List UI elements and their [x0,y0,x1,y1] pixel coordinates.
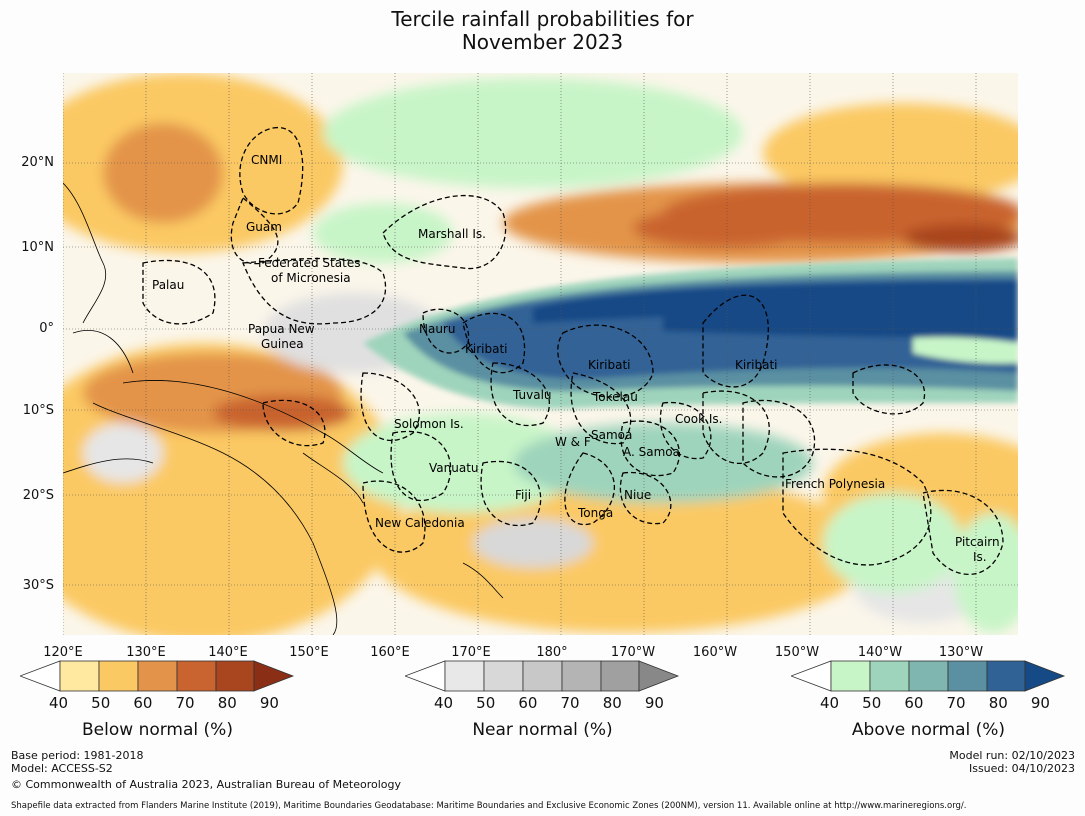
tick: 70 [175,694,195,712]
label-fiji: Fiji [515,488,531,502]
lon-label: 160°W [692,645,738,660]
lon-label: 140°E [208,645,248,660]
lon-label: 150°W [774,645,820,660]
colorbar-above-title: Above normal (%) [851,720,1006,740]
lat-label: 10°N [21,240,54,255]
tick: 90 [259,694,279,712]
lon-label: 150°E [289,645,329,660]
label-guam: Guam [246,220,282,234]
label-french-polynesia: French Polynesia [785,477,885,491]
label-new-caledonia: New Caledonia [375,516,465,530]
lon-label: 170°W [610,645,656,660]
colorbar-above-ticks: 40 50 60 70 80 90 [820,694,1050,712]
lat-label: 20°S [22,488,54,503]
model-name: Model: ACCESS-S2 [11,762,113,775]
colorbar-below-title: Below normal (%) [82,720,233,740]
copyright: © Commonwealth of Australia 2023, Austra… [11,778,401,791]
rainfall-probability-map: CNMI Guam Marshall Is. Federated States … [63,73,1018,635]
tick: 80 [217,694,237,712]
label-fsm-2: of Micronesia [271,271,351,285]
lat-label: 10°S [22,403,54,418]
base-period: Base period: 1981-2018 [11,749,144,762]
colorbar-below-ticks: 40 50 60 70 80 90 [49,694,279,712]
label-vanuatu: Vanuatu [429,461,479,475]
tick: 60 [518,694,538,712]
title-line-1: Tercile rainfall probabilities for [391,7,694,31]
label-fsm-1: Federated States [258,256,360,270]
lat-label: 0° [39,321,54,336]
tick: 40 [434,694,454,712]
label-png-2: Guinea [261,337,304,351]
shapefile-note: Shapefile data extracted from Flanders M… [11,801,967,811]
label-wallis-futuna: W & F [555,435,591,449]
label-tokelau: Tokelau [592,390,638,404]
colorbar-near-normal [405,660,680,692]
label-kiribati-west: Kiribati [465,342,507,356]
tick: 60 [133,694,153,712]
tick: 90 [644,694,664,712]
colorbar-above-normal [791,660,1066,692]
colorbar-near-title: Near normal (%) [472,720,613,740]
map-title: Tercile rainfall probabilities for Novem… [0,8,1085,54]
label-cook-islands: Cook Is. [675,412,722,426]
tick: 50 [476,694,496,712]
tick: 70 [560,694,580,712]
lat-label: 20°N [21,155,54,170]
label-tuvalu: Tuvalu [512,388,552,402]
label-niue: Niue [624,488,651,502]
model-run: Model run: 02/10/2023 [949,749,1075,762]
footer-left: Base period: 1981-2018 Model: ACCESS-S2 … [11,749,401,791]
tick: 80 [602,694,622,712]
tick: 80 [988,694,1008,712]
label-nauru: Nauru [419,322,455,336]
label-pitcairn-1: Pitcairn [955,535,1000,549]
tick: 50 [91,694,111,712]
tick: 90 [1030,694,1050,712]
label-kiribati-east: Kiribati [735,358,777,372]
lon-label: 130°E [126,645,166,660]
label-marshall: Marshall Is. [418,227,486,241]
colorbar-below-normal [20,660,295,692]
lat-label: 30°S [22,578,54,593]
tick: 60 [904,694,924,712]
footer-right: Model run: 02/10/2023 Issued: 04/10/2023 [949,749,1075,775]
issued-date: Issued: 04/10/2023 [968,762,1075,775]
label-png-1: Papua New [248,322,315,336]
lon-label: 140°W [857,645,903,660]
label-pitcairn-2: Is. [973,550,987,564]
lon-label: 130°W [938,645,984,660]
label-palau: Palau [152,278,184,292]
label-cnmi: CNMI [251,153,282,167]
title-line-2: November 2023 [461,30,624,54]
lon-label: 120°E [43,645,83,660]
lon-label: 160°E [370,645,410,660]
lon-label: 170°E [451,645,491,660]
label-solomon: Solomon Is. [394,417,464,431]
label-kiribati-central: Kiribati [588,358,630,372]
label-american-samoa: A. Samoa [623,445,680,459]
tick: 40 [49,694,69,712]
tick: 40 [820,694,840,712]
tick: 50 [862,694,882,712]
label-samoa: Samoa [591,428,632,442]
tick: 70 [946,694,966,712]
colorbar-near-ticks: 40 50 60 70 80 90 [434,694,664,712]
label-tonga: Tonga [577,506,613,520]
lon-label: 180° [536,645,568,660]
